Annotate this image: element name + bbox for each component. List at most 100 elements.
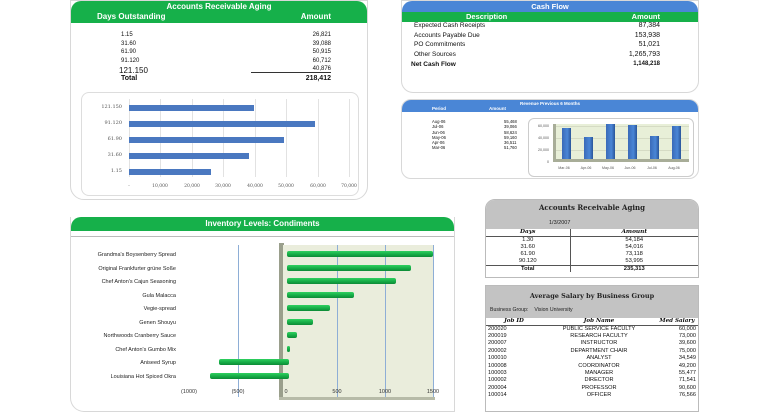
salary-title: Average Salary by Business Group <box>529 292 655 300</box>
days-cell: 121.150 <box>119 66 148 75</box>
days-cell: 90.120 <box>486 257 571 266</box>
total-value: 235,313 <box>570 264 698 273</box>
total-row: Total 235,313 <box>486 264 698 273</box>
gridline <box>337 245 338 397</box>
days-cell: 1.15 <box>121 32 133 38</box>
bar-1-15 <box>129 169 211 175</box>
amount-cell: 39,088 <box>312 40 331 47</box>
table-row: 100002 DIRECTOR 71,541 <box>486 377 698 384</box>
bar-aniseed-syrup <box>219 359 289 365</box>
list-item: May-06 59,160 <box>402 135 522 140</box>
bar-31-60 <box>129 153 249 159</box>
amount-cell: 53,995 <box>625 258 644 265</box>
period-cell: Jul-06 <box>432 124 444 130</box>
col-job-name: Job Name <box>542 318 656 326</box>
amount-cell: 60,712 <box>312 57 331 64</box>
days-cell: 61.90 <box>121 49 137 55</box>
gridline <box>349 99 350 177</box>
table-row: 31.60 39,088 <box>71 41 367 50</box>
cash-flow-header: Description Amount <box>402 12 698 22</box>
revenue-title: Revenue Previous 6 Months <box>519 101 581 106</box>
bar-northwoods-cranberry <box>287 332 297 338</box>
bar-aug-06 <box>672 126 681 159</box>
x-tick: 1000 <box>378 389 392 395</box>
x-tick: May-06 <box>602 166 614 170</box>
ar-aging-2-title: Accounts Receivable Aging <box>486 203 698 212</box>
job-id-cell: 200019 <box>488 332 507 339</box>
list-item: Jul-06 39,066 <box>402 124 522 129</box>
chart-wall <box>279 243 284 399</box>
table-row: 61.90 73,118 <box>486 250 698 258</box>
salary-cell: 34,549 <box>678 355 696 362</box>
gridline <box>556 138 689 139</box>
period-cell: Aug-06 <box>432 119 446 124</box>
bar-gula-malacca <box>287 292 354 298</box>
job-name-cell: DEPARTMENT CHAIR <box>570 347 628 354</box>
x-tick: 1500 <box>426 389 440 395</box>
amount-cell: 51,760 <box>504 145 517 151</box>
x-tick: Jul-06 <box>647 166 657 170</box>
amount-cell: 54,016 <box>625 243 644 250</box>
table-row: 31.60 54,016 <box>486 243 698 251</box>
table-row: 91.120 60,712 <box>71 58 367 67</box>
amount-cell: 1,265,793 <box>628 51 660 59</box>
col-amount: Amount <box>300 12 331 21</box>
salary-cell: 71,541 <box>678 377 696 384</box>
table-row: 100003 MANAGER 55,477 <box>486 370 698 377</box>
desc-cell: Other Sources <box>414 51 456 59</box>
total-label: Total <box>121 74 138 82</box>
amount-cell: 40,876 <box>251 66 331 73</box>
inventory-panel: Inventory Levels: Condiments Grandma's B… <box>70 217 455 412</box>
chart-floor <box>279 397 435 400</box>
y-label: 31.60 <box>107 152 122 158</box>
x-tick: 30,000 <box>215 184 231 189</box>
y-tick: 20,000 <box>538 148 549 152</box>
x-tick: (1000) <box>181 389 197 395</box>
category-label: Chef Anton's Gumbo Mix <box>115 347 176 353</box>
job-id-cell: 100014 <box>488 392 507 399</box>
category-label: Vegie-spread <box>143 306 176 312</box>
days-cell: 31.60 <box>121 40 137 47</box>
revenue-panel: Revenue Previous 6 Months Period Amount … <box>401 99 699 179</box>
x-tick: 50,000 <box>278 184 294 189</box>
job-id-cell: 200020 <box>488 325 507 332</box>
salary-header: Average Salary by Business Group Busines… <box>486 286 698 318</box>
bar-grandmas-boysenberry <box>287 251 433 257</box>
business-group-label: Business Group: <box>490 307 529 313</box>
salary-cell: 60,000 <box>678 325 696 332</box>
salary-table: Job ID Job Name Med Salary 200020 PUBLIC … <box>486 318 698 400</box>
period-cell: Apr-06 <box>432 140 445 146</box>
table-row: 200019 RESEARCH FACULTY 73,000 <box>486 333 698 340</box>
col-days: Days <box>486 229 571 237</box>
salary-cell: 75,000 <box>678 347 696 354</box>
bar-jul-06 <box>650 136 659 159</box>
salary-panel: Average Salary by Business Group Busines… <box>485 285 699 412</box>
report-date: 1/3/2007 <box>549 220 571 226</box>
table-row: Accounts Payable Due 153,938 <box>402 32 698 42</box>
period-cell: Mar-06 <box>432 145 446 151</box>
days-cell: 91.120 <box>121 57 140 64</box>
job-id-cell: 100010 <box>488 355 507 362</box>
bar-121-150 <box>129 105 254 111</box>
amount-cell: 39,066 <box>504 124 517 130</box>
y-tick: 60,000 <box>538 124 549 128</box>
revenue-header: Revenue Previous 6 Months Period Amount <box>402 100 698 112</box>
job-name-cell: COORDINATOR <box>578 362 620 369</box>
ar-aging-rows: 1.15 26,821 31.60 39,088 61.90 50,915 91.12… <box>71 32 367 83</box>
salary-cell: 49,200 <box>678 362 696 369</box>
y-tick: 40,000 <box>538 136 549 140</box>
category-label: Original Frankfurter grüne Soße <box>98 266 176 272</box>
table-row: PO Commitments 51,021 <box>402 41 698 51</box>
desc-cell: PO Commitments <box>414 41 466 49</box>
job-id-cell: 200004 <box>488 384 507 391</box>
total-value: 218,412 <box>305 74 331 82</box>
days-cell: 1.30 <box>486 236 571 244</box>
bar-91-120 <box>129 121 315 127</box>
y-label: 121.150 <box>101 104 122 110</box>
revenue-column-chart: 60,000 40,000 20,000 0 Mar-06 Apr-06 May… <box>528 118 694 177</box>
amount-cell: 26,821 <box>312 32 331 38</box>
amount-cell: 54,184 <box>625 236 644 243</box>
business-group-value: Vision University <box>534 307 573 313</box>
job-id-cell: 200002 <box>488 347 507 354</box>
bar-louisiana-okra <box>210 373 289 379</box>
